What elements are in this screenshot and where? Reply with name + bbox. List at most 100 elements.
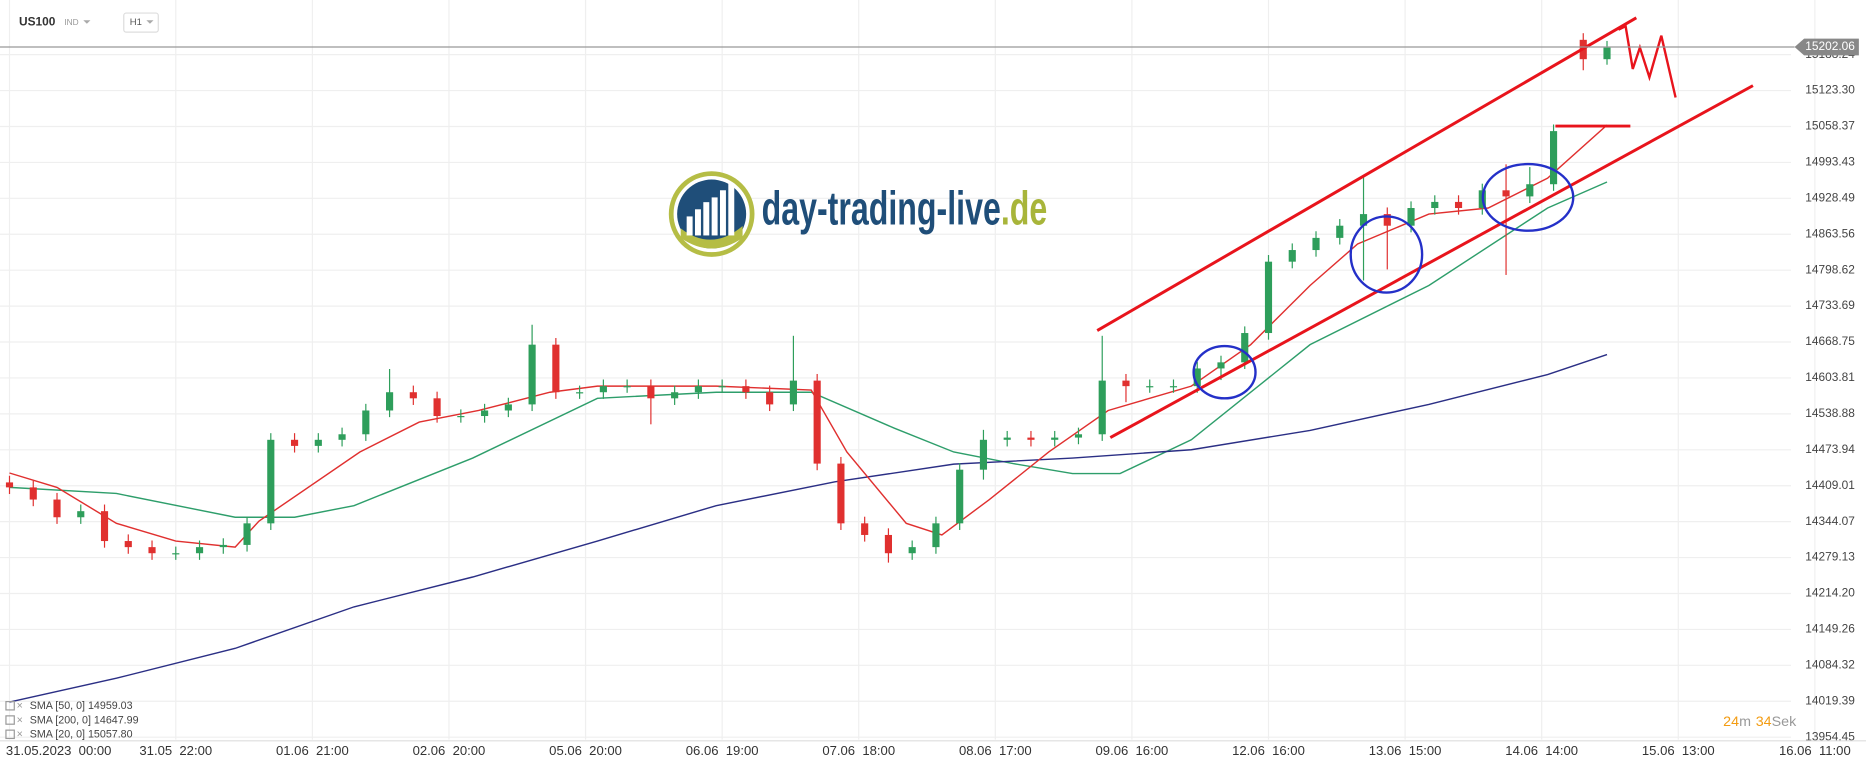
candle-body bbox=[53, 499, 61, 518]
candle-body bbox=[362, 410, 370, 435]
candle-body bbox=[1549, 131, 1558, 185]
y-tick-label: 14344.07 bbox=[1805, 514, 1855, 528]
y-tick-label: 14084.32 bbox=[1805, 657, 1855, 671]
candle-body bbox=[576, 392, 584, 394]
candle-body bbox=[1359, 214, 1368, 226]
candle-body bbox=[1526, 184, 1534, 197]
y-tick-label: 15123.30 bbox=[1805, 83, 1855, 97]
y-tick-label: 14149.26 bbox=[1805, 622, 1855, 636]
sma-line bbox=[9, 353, 1608, 703]
y-tick-label: 14668.75 bbox=[1805, 334, 1855, 348]
candle-body bbox=[979, 439, 988, 470]
drawings bbox=[1096, 16, 1754, 439]
legend-icon bbox=[5, 715, 15, 725]
candle-body bbox=[1051, 437, 1059, 440]
candle-body bbox=[1193, 368, 1201, 387]
candle-body bbox=[1454, 201, 1463, 209]
dropdown-arrow[interactable] bbox=[83, 20, 91, 24]
candle-body bbox=[552, 344, 560, 393]
candle-body bbox=[789, 380, 797, 405]
x-tick-label: 01.06 21:00 bbox=[276, 743, 349, 758]
candle-body bbox=[1288, 250, 1296, 262]
y-tick-label: 14603.81 bbox=[1805, 370, 1855, 384]
candle-body bbox=[386, 392, 394, 411]
candle-body bbox=[1169, 386, 1178, 388]
highlight-ellipse bbox=[1481, 162, 1575, 232]
candle-body bbox=[1383, 214, 1391, 226]
y-tick-label: 14733.69 bbox=[1805, 298, 1855, 312]
candle-body bbox=[1603, 47, 1611, 60]
zigzag bbox=[1617, 24, 1677, 98]
candle-body bbox=[1312, 237, 1320, 251]
trend-line bbox=[1096, 16, 1638, 332]
y-tick-label: 13954.45 bbox=[1805, 729, 1855, 743]
candle-body bbox=[861, 523, 869, 535]
y-tick-label: 14019.39 bbox=[1805, 693, 1855, 707]
logo-bars bbox=[686, 183, 735, 236]
legend-entry: SMA [20, 0] 15057.80 bbox=[30, 729, 133, 741]
x-tick-label: 09.06 16:00 bbox=[1096, 743, 1169, 758]
candle-body bbox=[671, 392, 679, 399]
candle-body bbox=[718, 386, 726, 388]
legend-close: × bbox=[17, 729, 23, 741]
candle-body bbox=[1336, 225, 1344, 238]
y-tick-label: 14993.43 bbox=[1805, 155, 1855, 169]
countdown-minutes-unit: m bbox=[1739, 714, 1751, 730]
legend: × SMA [50, 0] 14959.03 × SMA [200, 0] 14647… bbox=[5, 700, 139, 741]
candle-body bbox=[1003, 437, 1011, 440]
candle-body bbox=[599, 386, 607, 393]
x-tick-label: 12.06 16:00 bbox=[1232, 743, 1305, 758]
legend-icon bbox=[5, 729, 15, 740]
candle-body bbox=[908, 547, 916, 554]
candle-body bbox=[956, 469, 964, 524]
candle-body bbox=[457, 416, 465, 418]
legend-entry: SMA [200, 0] 14647.99 bbox=[30, 714, 139, 726]
candle-body bbox=[219, 544, 227, 548]
y-tick-label: 14409.01 bbox=[1805, 478, 1855, 492]
timeframe: H1 bbox=[130, 17, 142, 28]
last-price-tag bbox=[1794, 38, 1859, 56]
x-tick-label: 14.06 14:00 bbox=[1505, 743, 1578, 758]
dropdown-arrow[interactable] bbox=[146, 20, 154, 24]
axes: 15188.2415123.3015058.3714993.4314928.49… bbox=[0, 38, 1866, 758]
candle-body bbox=[314, 439, 322, 446]
legend-close: × bbox=[17, 700, 23, 712]
logo-text: day-trading-live.de bbox=[762, 182, 1048, 235]
candle-body bbox=[884, 534, 892, 554]
candle-body bbox=[1098, 380, 1106, 435]
legend-entry: SMA [50, 0] 14959.03 bbox=[30, 700, 133, 712]
candles bbox=[5, 33, 1611, 563]
candle-body bbox=[433, 398, 441, 417]
sma-line bbox=[9, 181, 1608, 518]
candle-body bbox=[77, 511, 85, 518]
candle-body bbox=[1502, 190, 1510, 197]
x-tick-label: 31.05 22:00 bbox=[139, 743, 212, 758]
candle-body bbox=[338, 434, 346, 440]
y-tick-label: 15058.37 bbox=[1805, 119, 1855, 133]
y-tick-label: 14473.94 bbox=[1805, 442, 1855, 456]
y-tick-label: 14279.13 bbox=[1805, 550, 1855, 564]
y-tick-label: 14214.20 bbox=[1805, 586, 1855, 600]
market: IND bbox=[64, 17, 78, 27]
highlight-ellipse bbox=[1192, 344, 1257, 400]
candle-body bbox=[124, 541, 132, 548]
sma-line bbox=[9, 124, 1608, 548]
countdown: 24m 34Sek bbox=[1723, 714, 1797, 730]
x-tick-label: 16.06 11:00 bbox=[1779, 743, 1851, 758]
logo-tld: .de bbox=[1001, 182, 1047, 235]
x-tick-label: 07.06 18:00 bbox=[822, 743, 895, 758]
indicator-lines bbox=[9, 124, 1608, 703]
candle-body bbox=[1264, 261, 1273, 334]
x-tick-label: 06.06 19:00 bbox=[686, 743, 759, 758]
candle-body bbox=[1146, 386, 1154, 388]
candle-body bbox=[623, 386, 631, 388]
countdown-minutes: 24 bbox=[1723, 714, 1739, 730]
timeframe-box[interactable] bbox=[123, 12, 159, 33]
grid bbox=[0, 0, 1816, 740]
x-tick-label: 13.06 15:00 bbox=[1369, 743, 1442, 758]
x-tick-label: 02.06 20:00 bbox=[413, 743, 486, 758]
candle-body bbox=[148, 547, 156, 554]
candle-body bbox=[195, 547, 204, 554]
logo-name: day-trading-live bbox=[762, 182, 1001, 235]
